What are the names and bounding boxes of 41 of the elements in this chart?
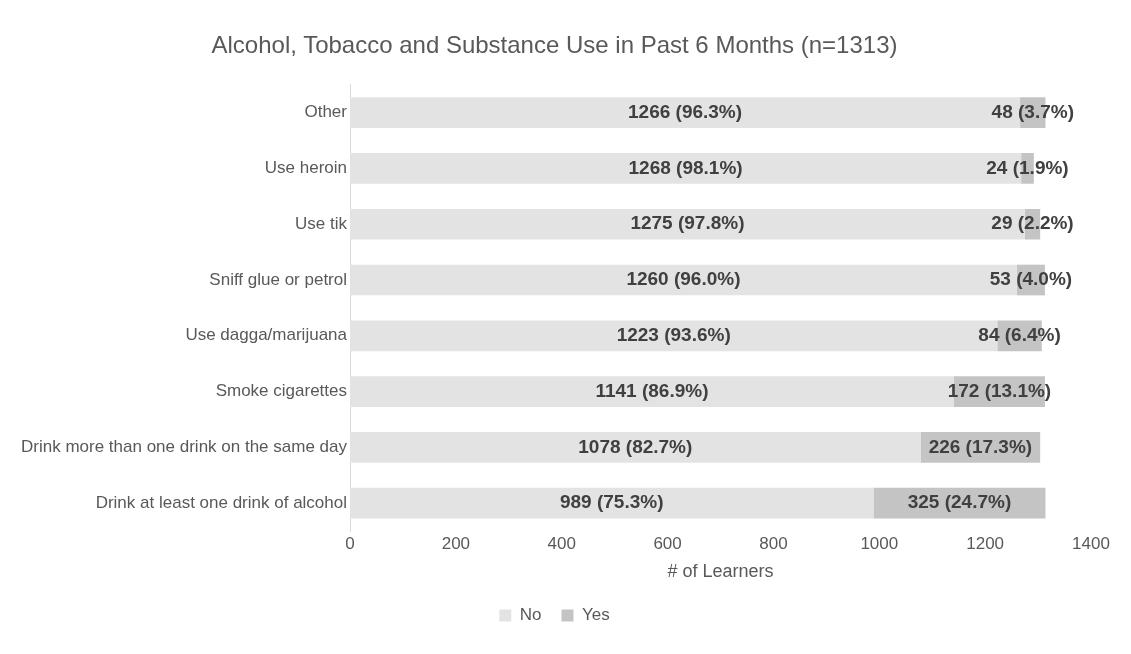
data-label: 325 (24.7%) — [907, 491, 1012, 513]
x-tick-label: 400 — [547, 533, 576, 553]
x-tick-label: 200 — [441, 533, 471, 553]
y-tick-label: Use heroin — [264, 158, 347, 178]
y-tick-label: Other — [304, 102, 348, 122]
data-label: 29 (2.2%) — [991, 212, 1074, 234]
bar — [350, 487, 874, 519]
y-tick-label: Use dagga/marijuana — [185, 325, 348, 345]
y-tick-label: Use tik — [295, 213, 348, 233]
bar — [350, 432, 921, 463]
data-label: 172 (13.1%) — [947, 379, 1052, 401]
x-tick-label: 1000 — [860, 533, 899, 553]
data-label: 1266 (96.3%) — [628, 100, 743, 122]
data-label: 226 (17.3%) — [928, 435, 1033, 457]
legend-label: Yes — [582, 605, 610, 625]
data-label: 1260 (96.0%) — [626, 268, 741, 290]
data-label: 1275 (97.8%) — [630, 212, 745, 234]
bar — [350, 320, 998, 352]
bar — [350, 264, 1017, 296]
chart-title: Alcohol, Tobacco and Substance Use in Past 6 Months (n=1313) — [211, 31, 898, 59]
data-label: 1141 (86.9%) — [595, 379, 709, 401]
data-label: 53 (4.0%) — [989, 268, 1073, 290]
y-tick-label: Drink at least one drink of alcohol — [95, 492, 347, 512]
legend-label: No — [519, 605, 542, 625]
data-label: 1223 (93.6%) — [616, 324, 731, 346]
data-label: 989 (75.3%) — [559, 491, 664, 513]
x-axis-title: # of Learners — [667, 561, 774, 582]
data-label: 84 (6.4%) — [978, 324, 1061, 346]
x-tick-label: 1200 — [966, 533, 1005, 553]
y-tick-label: Smoke cigarettes — [215, 381, 347, 401]
data-label: 48 (3.7%) — [991, 100, 1074, 122]
bar — [350, 97, 1021, 129]
data-label: 1078 (82.7%) — [578, 435, 693, 457]
x-tick-label: 800 — [759, 533, 788, 553]
data-label: 1268 (98.1%) — [628, 156, 743, 178]
y-tick-label: Drink more than one drink on the same day — [20, 437, 348, 457]
x-tick-label: 1400 — [1072, 533, 1110, 553]
y-tick-label: Sniff glue or petrol — [209, 269, 347, 289]
x-tick-label: 0 — [345, 533, 355, 553]
x-tick-label: 600 — [653, 533, 682, 553]
data-label: 24 (1.9%) — [986, 156, 1069, 178]
